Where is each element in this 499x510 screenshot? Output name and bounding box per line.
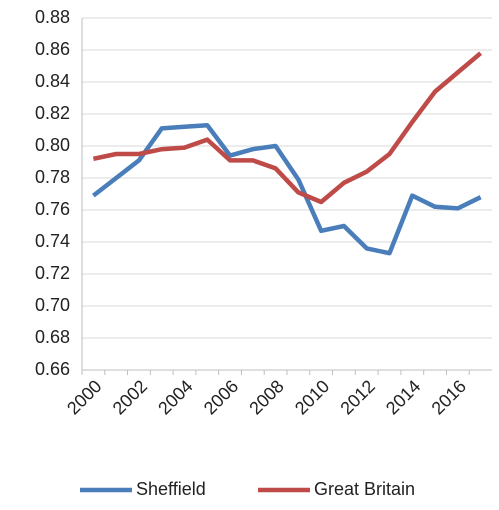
x-tick-label: 2012 bbox=[336, 376, 378, 418]
y-tick-label: 0.74 bbox=[35, 231, 70, 251]
y-tick-label: 0.82 bbox=[35, 103, 70, 123]
legend-label: Sheffield bbox=[136, 479, 206, 499]
x-tick-label: 2006 bbox=[200, 376, 242, 418]
y-tick-label: 0.72 bbox=[35, 263, 70, 283]
y-tick-label: 0.78 bbox=[35, 167, 70, 187]
y-tick-label: 0.66 bbox=[35, 359, 70, 379]
y-tick-label: 0.88 bbox=[35, 7, 70, 27]
x-tick-label: 2014 bbox=[382, 376, 424, 418]
x-tick-label: 2010 bbox=[291, 376, 333, 418]
x-tick-label: 2002 bbox=[109, 376, 151, 418]
series-line bbox=[92, 122, 482, 256]
x-tick-label: 2008 bbox=[245, 376, 287, 418]
series-line bbox=[92, 51, 483, 205]
y-tick-label: 0.86 bbox=[35, 39, 70, 59]
legend-label: Great Britain bbox=[314, 479, 415, 499]
y-tick-label: 0.80 bbox=[35, 135, 70, 155]
y-tick-label: 0.70 bbox=[35, 295, 70, 315]
y-tick-label: 0.84 bbox=[35, 71, 70, 91]
x-tick-label: 2016 bbox=[428, 376, 470, 418]
x-tick-label: 2000 bbox=[63, 376, 105, 418]
y-tick-label: 0.76 bbox=[35, 199, 70, 219]
y-tick-label: 0.68 bbox=[35, 327, 70, 347]
x-tick-label: 2004 bbox=[154, 376, 196, 418]
